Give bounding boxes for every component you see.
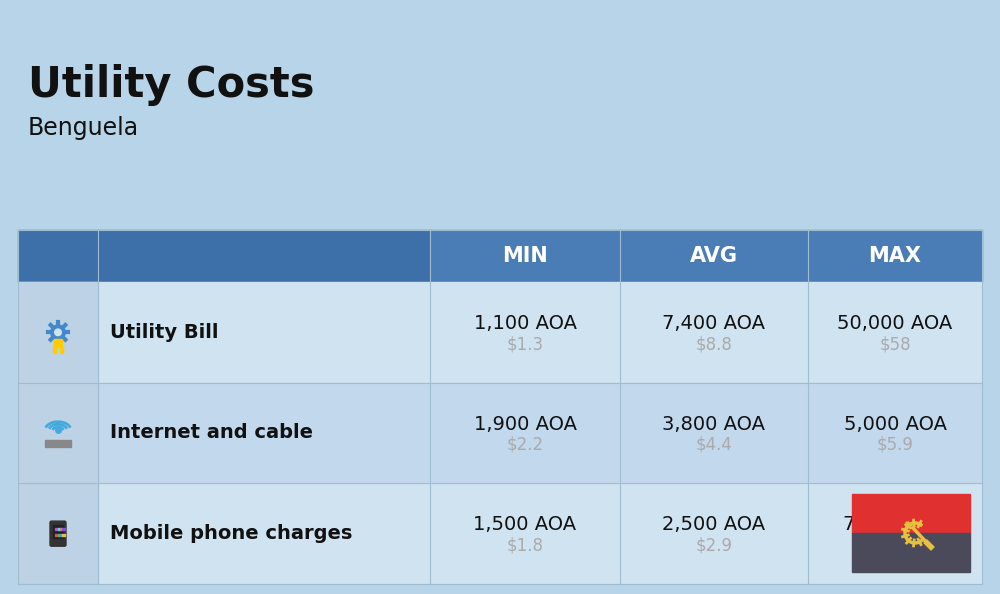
Bar [18,383,98,484]
Bar [430,230,620,282]
Bar [18,282,982,383]
Text: $2.9: $2.9 [696,536,732,555]
Bar [18,383,982,484]
Bar [60,534,62,536]
Bar [55,534,57,536]
Text: Utility Costs: Utility Costs [28,64,314,106]
Text: Mobile phone charges: Mobile phone charges [110,524,352,543]
Text: 1,500 AOA: 1,500 AOA [473,515,577,534]
Bar [18,484,98,584]
Text: Utility Bill: Utility Bill [110,323,218,342]
Text: $58: $58 [879,336,911,353]
Bar [620,230,808,282]
Text: MAX: MAX [868,246,922,266]
Text: 1,100 AOA: 1,100 AOA [474,314,576,333]
Bar [18,230,98,282]
Bar [53,347,56,353]
Text: MIN: MIN [502,246,548,266]
FancyBboxPatch shape [50,521,66,546]
Bar [58,534,60,536]
Bar [18,484,982,584]
Text: Internet and cable: Internet and cable [110,424,313,443]
Text: $2.2: $2.2 [506,436,544,454]
Text: 7,400 AOA: 7,400 AOA [662,314,766,333]
Text: $1.8: $1.8 [507,536,544,555]
Text: $8.8: $8.8 [877,536,913,555]
Text: 1,900 AOA: 1,900 AOA [474,415,576,434]
Text: Benguela: Benguela [28,116,139,140]
Bar [53,525,63,538]
Text: $4.4: $4.4 [696,436,732,454]
Bar [60,347,63,353]
Bar [62,534,65,536]
Bar [60,527,62,530]
Bar [55,527,57,530]
Bar [54,339,62,347]
Text: 50,000 AOA: 50,000 AOA [837,314,953,333]
Text: 5,000 AOA: 5,000 AOA [844,415,946,434]
Text: $5.9: $5.9 [877,436,913,454]
Bar [98,230,430,282]
Bar [45,440,71,447]
Bar [852,533,970,572]
Text: 7,500 AOA: 7,500 AOA [843,515,947,534]
Text: 2,500 AOA: 2,500 AOA [662,515,766,534]
Polygon shape [51,325,65,340]
Text: AVG: AVG [690,246,738,266]
Text: $1.3: $1.3 [506,336,544,353]
Text: $8.8: $8.8 [696,336,732,353]
Bar [852,494,970,533]
Bar [18,282,98,383]
Bar [58,527,60,530]
Polygon shape [55,329,61,336]
Bar [62,527,65,530]
Bar [808,230,982,282]
Text: 3,800 AOA: 3,800 AOA [662,415,766,434]
